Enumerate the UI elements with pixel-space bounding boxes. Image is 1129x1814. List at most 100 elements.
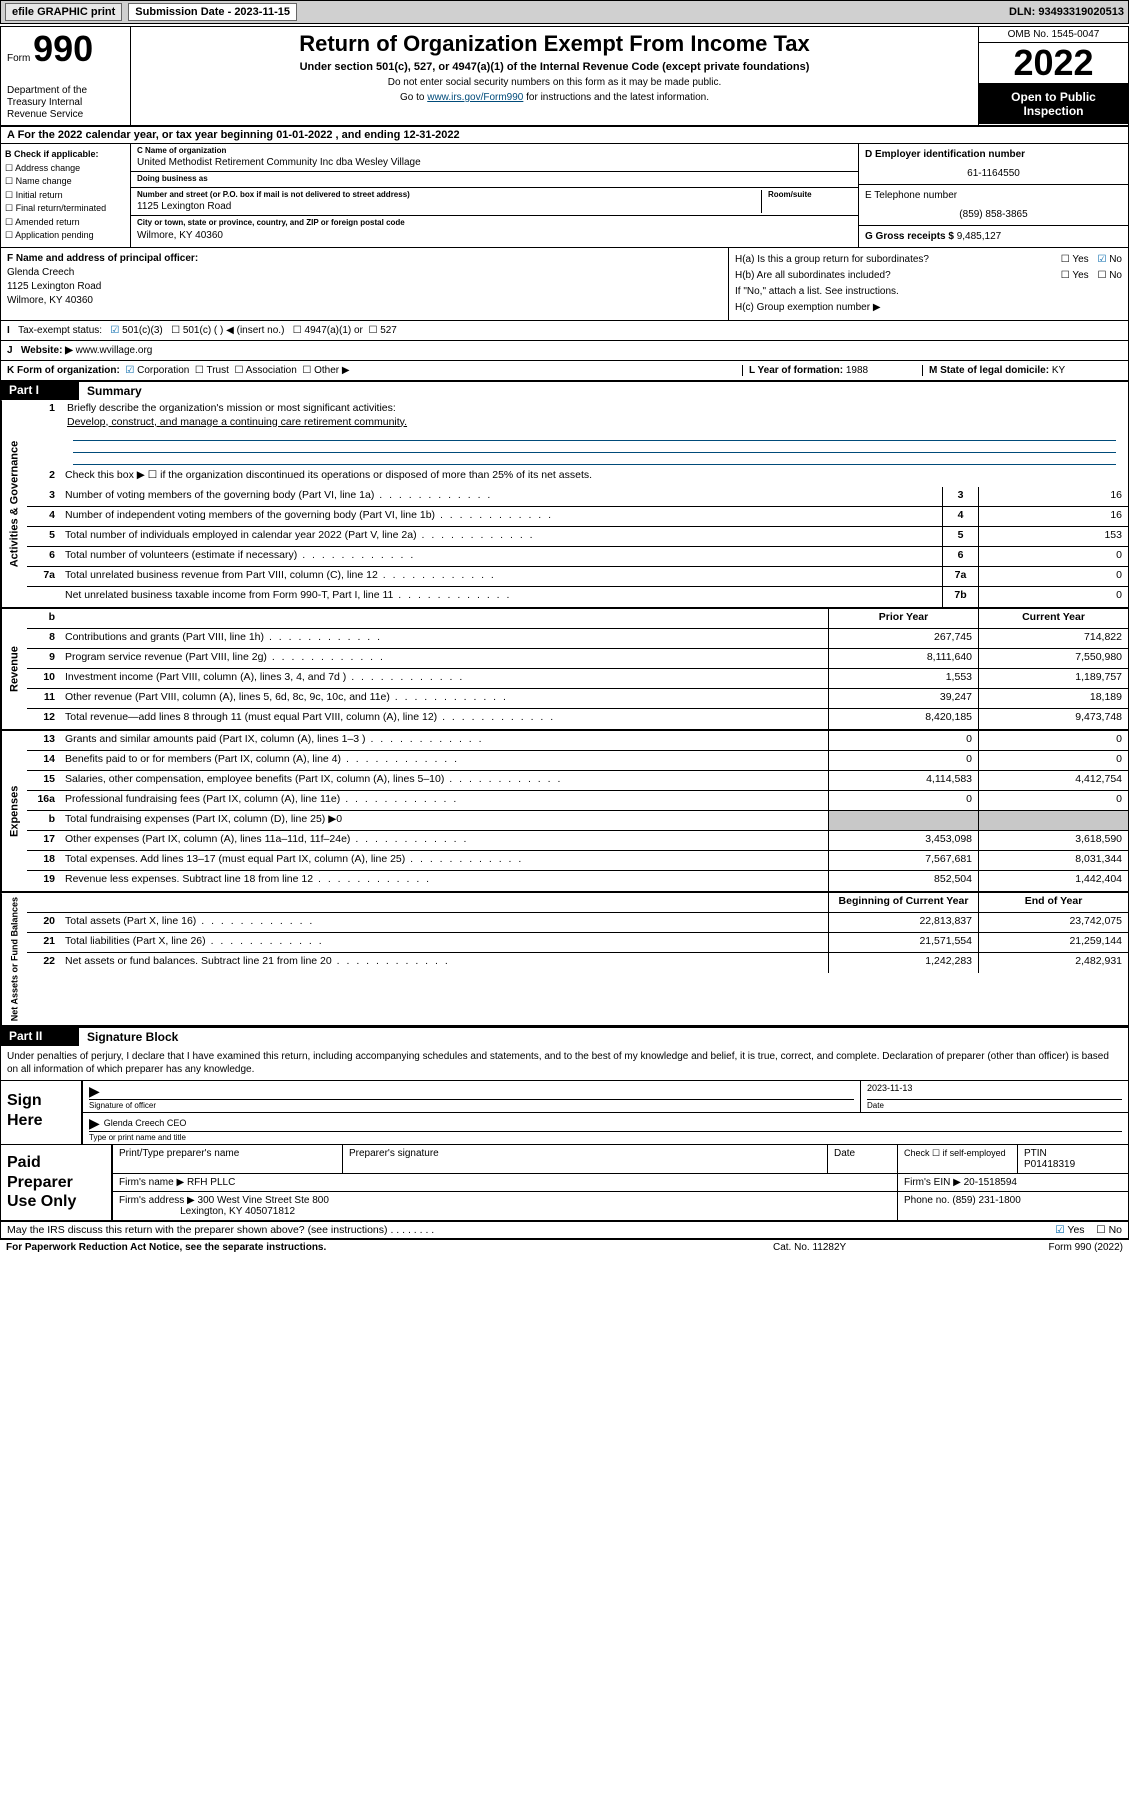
part-i-num: Part I: [9, 383, 79, 398]
efile-button[interactable]: efile GRAPHIC print: [5, 3, 122, 21]
cb-4947[interactable]: 4947(a)(1) or: [293, 325, 363, 336]
city-label: City or town, state or province, country…: [137, 218, 852, 228]
ssn-note: Do not enter social security numbers on …: [139, 77, 970, 88]
row-i-tax-status: I Tax-exempt status: 501(c)(3) 501(c) ( …: [1, 321, 1128, 341]
officer-name: Glenda Creech: [7, 267, 74, 278]
eoy-hdr: End of Year: [978, 893, 1128, 912]
website-value: www.wvillage.org: [76, 345, 153, 356]
self-employed-hdr: Check ☐ if self-employed: [898, 1145, 1018, 1173]
open-to-public: Open to Public Inspection: [979, 84, 1128, 124]
data-line: 19Revenue less expenses. Subtract line 1…: [27, 871, 1128, 891]
irs-link[interactable]: www.irs.gov/Form990: [427, 92, 523, 103]
prior-year-hdr: Prior Year: [828, 609, 978, 628]
hb-no[interactable]: No: [1097, 270, 1122, 281]
cb-initial-return[interactable]: Initial return: [5, 189, 126, 203]
row-f-h: F Name and address of principal officer:…: [1, 248, 1128, 321]
top-bar: efile GRAPHIC print Submission Date - 20…: [0, 0, 1129, 24]
hb-label: H(b) Are all subordinates included?: [735, 270, 891, 281]
cb-other[interactable]: Other ▶: [302, 365, 349, 376]
cat-no: Cat. No. 11282Y: [773, 1242, 973, 1253]
cb-address-change[interactable]: Address change: [5, 162, 126, 176]
firm-name: RFH PLLC: [187, 1177, 235, 1188]
data-line: 9Program service revenue (Part VIII, lin…: [27, 649, 1128, 669]
ein-label: D Employer identification number: [865, 148, 1122, 161]
officer-addr2: Wilmore, KY 40360: [7, 295, 93, 306]
data-line: 22Net assets or fund balances. Subtract …: [27, 953, 1128, 973]
department: Department of the Treasury Internal Reve…: [7, 85, 124, 121]
data-line: 20Total assets (Part X, line 16)22,813,8…: [27, 913, 1128, 933]
data-line: 12Total revenue—add lines 8 through 11 (…: [27, 709, 1128, 729]
signature-block: Under penalties of perjury, I declare th…: [1, 1046, 1128, 1239]
gross-receipts: 9,485,127: [957, 231, 1002, 242]
ha-no[interactable]: No: [1097, 254, 1122, 265]
name-title-label: Type or print name and title: [89, 1131, 1122, 1142]
sig-date-label: Date: [867, 1099, 1122, 1110]
line-1-desc: Briefly describe the organization's miss…: [67, 402, 396, 414]
ha-yes[interactable]: Yes: [1061, 254, 1089, 265]
cb-final-return[interactable]: Final return/terminated: [5, 202, 126, 216]
cb-name-change[interactable]: Name change: [5, 175, 126, 189]
line-2-num: 2: [27, 467, 61, 487]
form-990-footer: Form 990 (2022): [973, 1242, 1123, 1253]
column-d-e-g: D Employer identification number 61-1164…: [858, 144, 1128, 247]
gov-line: 4Number of independent voting members of…: [27, 507, 1128, 527]
part-ii-title: Signature Block: [79, 1027, 1128, 1046]
data-line: 21Total liabilities (Part X, line 26)21,…: [27, 933, 1128, 953]
row-j-website: J Website: ▶ www.wvillage.org: [1, 341, 1128, 361]
hb-note: If "No," attach a list. See instructions…: [735, 284, 1122, 300]
data-line: 13Grants and similar amounts paid (Part …: [27, 731, 1128, 751]
part-i-header: Part I Summary: [1, 381, 1128, 400]
gov-line: 6Total number of volunteers (estimate if…: [27, 547, 1128, 567]
boy-hdr: Beginning of Current Year: [828, 893, 978, 912]
cb-501c3[interactable]: 501(c)(3): [110, 325, 162, 336]
block-bcd: B Check if applicable: Address change Na…: [1, 144, 1128, 248]
line-1-num: 1: [27, 400, 61, 467]
cb-association[interactable]: Association: [234, 365, 296, 376]
col-b-label: B Check if applicable:: [5, 148, 126, 162]
form-org-label: K Form of organization:: [7, 365, 120, 376]
website-label: Website: ▶: [21, 345, 73, 356]
cb-amended-return[interactable]: Amended return: [5, 216, 126, 230]
street-label: Number and street (or P.O. box if mail i…: [137, 190, 755, 200]
cb-corporation[interactable]: Corporation: [125, 365, 189, 376]
cb-527[interactable]: 527: [368, 325, 396, 336]
row-klm: K Form of organization: Corporation Trus…: [1, 361, 1128, 381]
part-ii-num: Part II: [9, 1029, 79, 1044]
data-line: 8Contributions and grants (Part VIII, li…: [27, 629, 1128, 649]
section-governance: Activities & Governance 1 Briefly descri…: [1, 400, 1128, 609]
column-b-checkboxes: B Check if applicable: Address change Na…: [1, 144, 131, 247]
line-2-desc: Check this box ▶ ☐ if the organization d…: [61, 467, 1128, 487]
rev-hdr-b: b: [27, 609, 61, 628]
hb-yes[interactable]: Yes: [1061, 270, 1089, 281]
state-domicile-label: M State of legal domicile:: [929, 365, 1049, 376]
gross-label: G Gross receipts $: [865, 231, 954, 242]
form-subtitle: Under section 501(c), 527, or 4947(a)(1)…: [139, 61, 970, 73]
may-discuss-row: May the IRS discuss this return with the…: [1, 1222, 1128, 1239]
data-line: 18Total expenses. Add lines 13–17 (must …: [27, 851, 1128, 871]
vlabel-expenses: Expenses: [1, 731, 27, 891]
current-year-hdr: Current Year: [978, 609, 1128, 628]
state-domicile: KY: [1052, 365, 1065, 376]
cb-trust[interactable]: Trust: [195, 365, 229, 376]
cb-501c[interactable]: 501(c) ( ) ◀ (insert no.): [171, 325, 284, 336]
vlabel-net: Net Assets or Fund Balances: [1, 893, 27, 1025]
may-yes[interactable]: Yes: [1055, 1224, 1084, 1236]
org-name-label: C Name of organization: [137, 146, 852, 156]
vlabel-revenue: Revenue: [1, 609, 27, 729]
mission-text: Develop, construct, and manage a continu…: [67, 416, 407, 428]
firm-phone: (859) 231-1800: [952, 1195, 1020, 1206]
may-no[interactable]: No: [1096, 1224, 1122, 1236]
officer-addr1: 1125 Lexington Road: [7, 281, 101, 292]
column-c: C Name of organization United Methodist …: [131, 144, 858, 247]
data-line: 11Other revenue (Part VIII, column (A), …: [27, 689, 1128, 709]
cb-application-pending[interactable]: Application pending: [5, 229, 126, 243]
form-title: Return of Organization Exempt From Incom…: [139, 31, 970, 57]
firm-ein-label: Firm's EIN ▶: [904, 1177, 961, 1188]
form-header: Form 990 Department of the Treasury Inte…: [1, 27, 1128, 127]
tax-status-label: Tax-exempt status:: [18, 325, 102, 336]
tax-year: 2022: [979, 43, 1128, 84]
firm-name-label: Firm's name ▶: [119, 1177, 184, 1188]
city-state-zip: Wilmore, KY 40360: [137, 229, 852, 242]
firm-addr-label: Firm's address ▶: [119, 1195, 195, 1206]
hc-label: H(c) Group exemption number ▶: [735, 300, 1122, 316]
